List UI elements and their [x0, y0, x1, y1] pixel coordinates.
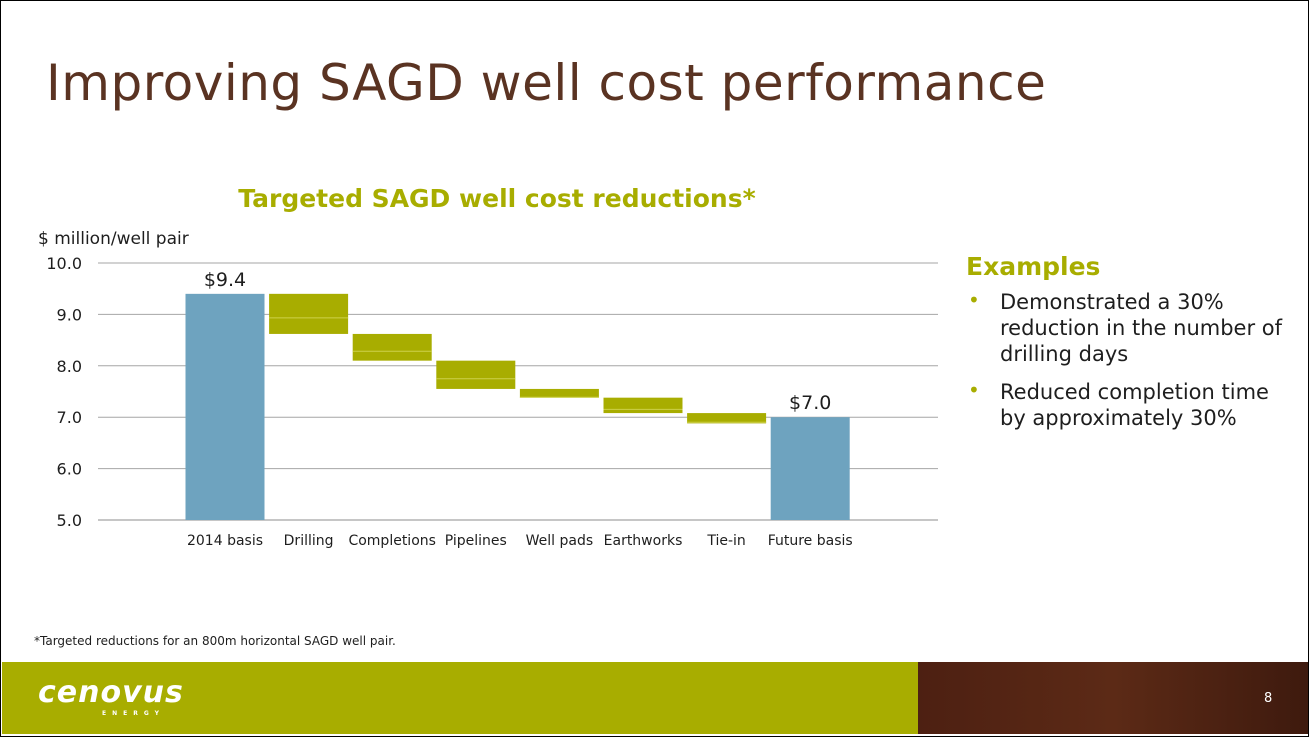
y-tick-label: 10.0	[46, 254, 82, 273]
total-bar	[770, 417, 850, 520]
y-tick-label: 6.0	[57, 460, 82, 479]
examples-list: • Demonstrated a 30% reduction in the nu…	[966, 288, 1286, 431]
step-bar	[352, 333, 432, 361]
bars	[185, 293, 850, 520]
step-bar	[603, 397, 683, 414]
step-bar	[436, 360, 516, 389]
logo-subtext: ENERGY	[102, 710, 165, 717]
bullet-text: Reduced completion time by approximately…	[1000, 380, 1269, 430]
footer-brown-panel	[918, 662, 1308, 734]
list-item: • Demonstrated a 30% reduction in the nu…	[966, 288, 1286, 367]
y-tick-label: 5.0	[57, 511, 82, 530]
footnote: *Targeted reductions for an 800m horizon…	[34, 634, 396, 648]
x-tick-label: Well pads	[526, 533, 594, 549]
bullet-icon: •	[968, 378, 980, 402]
y-tick-label: 8.0	[57, 357, 82, 376]
chart-title: Targeted SAGD well cost reductions*	[238, 184, 755, 213]
data-label: $7.0	[789, 392, 831, 414]
bullet-icon: •	[968, 288, 980, 312]
step-bar	[269, 293, 349, 334]
step-bar	[687, 413, 767, 424]
examples-panel: Examples • Demonstrated a 30% reduction …	[966, 252, 1286, 443]
x-tick-label: Earthworks	[604, 533, 683, 549]
step-bar	[519, 388, 599, 398]
x-tick-label: Tie-in	[706, 533, 745, 549]
cenovus-logo: cenovus	[38, 675, 184, 710]
x-tick-labels: 2014 basis Drilling Completions Pipelines We…	[187, 533, 853, 549]
slide-title: Improving SAGD well cost performance	[46, 54, 1047, 112]
x-tick-label: 2014 basis	[187, 533, 263, 549]
examples-heading: Examples	[966, 252, 1101, 281]
total-bar	[185, 293, 265, 520]
data-labels: $9.4 $7.0	[204, 269, 832, 414]
y-tick-label: 9.0	[57, 305, 82, 324]
list-item: • Reduced completion time by approximate…	[966, 378, 1286, 431]
y-tick-labels: 5.0 6.0 7.0 8.0 9.0 10.0	[46, 254, 82, 530]
x-tick-label: Drilling	[284, 533, 334, 549]
y-tick-label: 7.0	[57, 408, 82, 427]
x-tick-label: Completions	[348, 533, 435, 549]
page-number: 8	[1264, 691, 1273, 706]
x-tick-label: Future basis	[768, 533, 853, 549]
x-tick-label: Pipelines	[445, 533, 507, 549]
y-axis-label: $ million/well pair	[38, 229, 189, 249]
data-label: $9.4	[204, 269, 246, 291]
bullet-text: Demonstrated a 30% reduction in the numb…	[1000, 290, 1283, 366]
